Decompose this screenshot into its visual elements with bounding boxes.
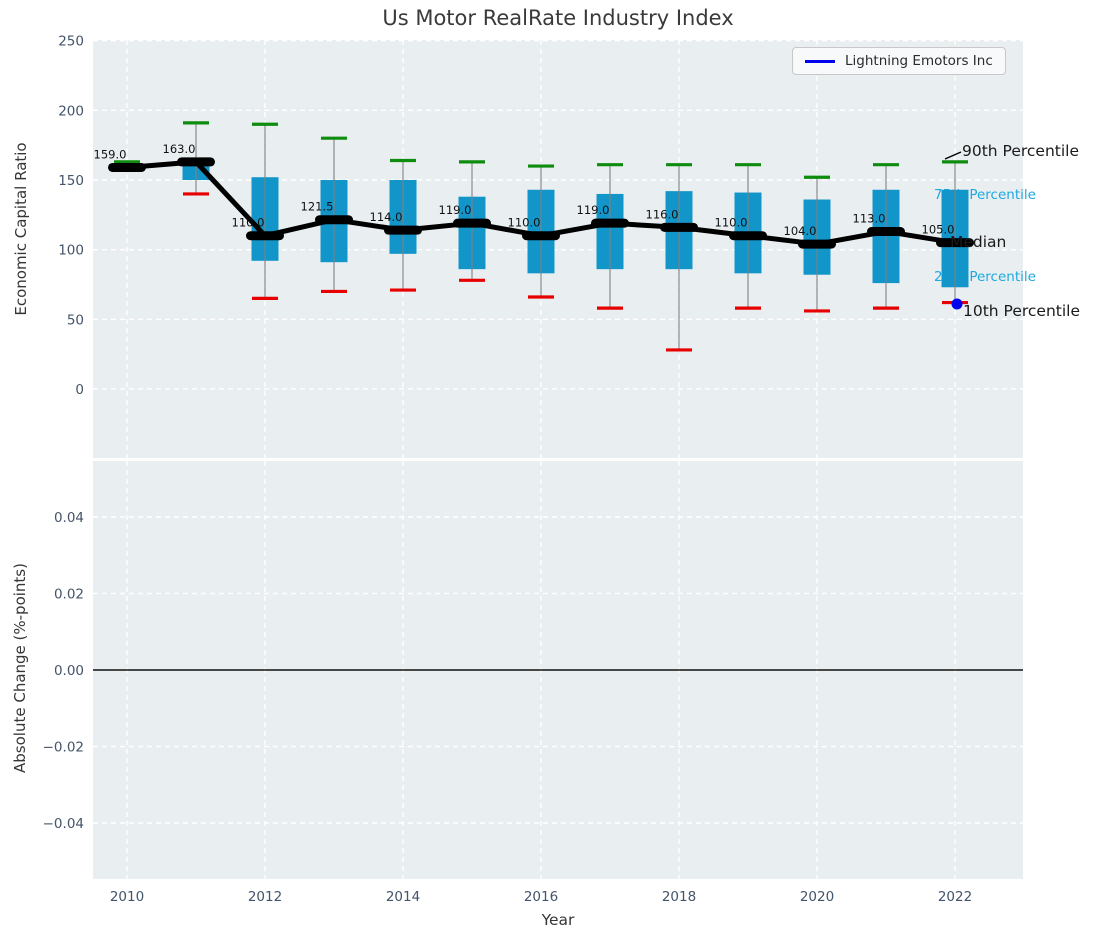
x-tick-label: 2022 xyxy=(938,889,972,905)
bottom-y-tick-label: −0.04 xyxy=(43,816,84,832)
company-point xyxy=(951,298,963,310)
median-marker-2013 xyxy=(315,215,353,225)
top-y-axis-label: Economic Capital Ratio xyxy=(12,142,30,316)
median-marker-2019 xyxy=(729,231,767,241)
bottom-y-axis-label: Absolute Change (%-points) xyxy=(11,563,29,773)
x-tick-label: 2018 xyxy=(662,889,696,905)
x-tick-label: 2016 xyxy=(524,889,558,905)
median-label-2014: 114.0 xyxy=(370,210,403,224)
median-label-2016: 110.0 xyxy=(508,216,541,230)
bottom-y-tick-label: −0.02 xyxy=(43,740,84,756)
median-label-2018: 116.0 xyxy=(646,207,679,221)
annotation-leader-line xyxy=(944,151,962,160)
median-marker-2016 xyxy=(522,231,560,241)
annotation-median: Median xyxy=(950,233,1006,251)
top-y-tick-label: 50 xyxy=(67,312,84,328)
x-tick-label: 2012 xyxy=(248,889,282,905)
median-label-2010: 159.0 xyxy=(94,147,127,161)
annotation-10th-percentile: 10th Percentile xyxy=(963,302,1080,320)
bottom-y-tick-label: 0.04 xyxy=(54,510,84,526)
legend-line-swatch xyxy=(805,59,835,63)
median-label-2019: 110.0 xyxy=(715,216,748,230)
top-y-tick-label: 200 xyxy=(58,103,84,119)
median-label-2013: 121.5 xyxy=(301,200,334,214)
legend: Lightning Emotors Inc xyxy=(792,47,1006,75)
median-label-2022: 105.0 xyxy=(922,223,955,237)
legend-label: Lightning Emotors Inc xyxy=(845,53,993,69)
median-marker-2022 xyxy=(936,238,974,248)
median-label-2011: 163.0 xyxy=(163,142,196,156)
median-label-2017: 119.0 xyxy=(577,203,610,217)
top-y-tick-label: 0 xyxy=(75,382,84,398)
median-marker-2010 xyxy=(108,162,146,172)
x-axis-label: Year xyxy=(541,911,575,929)
median-label-2015: 119.0 xyxy=(439,203,472,217)
median-label-2021: 113.0 xyxy=(853,212,886,226)
annotation-90th-percentile: 90th Percentile xyxy=(962,142,1079,160)
chart-title: Us Motor RealRate Industry Index xyxy=(382,6,734,30)
x-tick-label: 2020 xyxy=(800,889,834,905)
top-y-tick-label: 150 xyxy=(58,173,84,189)
x-tick-label: 2014 xyxy=(386,889,420,905)
median-marker-2012 xyxy=(246,231,284,241)
bottom-y-tick-label: 0.00 xyxy=(54,663,84,679)
median-label-2020: 104.0 xyxy=(784,224,817,238)
median-marker-2017 xyxy=(591,218,629,228)
median-marker-2020 xyxy=(798,239,836,249)
top-y-tick-label: 250 xyxy=(58,34,84,50)
top-y-tick-label: 100 xyxy=(58,243,84,259)
median-marker-2011 xyxy=(177,157,215,167)
median-label-2012: 110.0 xyxy=(232,216,265,230)
median-marker-2015 xyxy=(453,218,491,228)
median-marker-2021 xyxy=(867,227,905,237)
bottom-y-tick-label: 0.02 xyxy=(54,587,84,603)
median-marker-2018 xyxy=(660,222,698,232)
median-marker-2014 xyxy=(384,225,422,235)
x-tick-label: 2010 xyxy=(110,889,144,905)
